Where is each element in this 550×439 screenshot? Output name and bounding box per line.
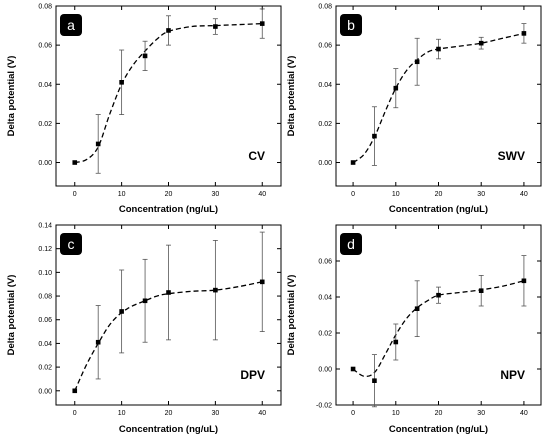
y-tick-label: 0.00	[318, 367, 332, 374]
data-point	[142, 298, 148, 304]
panel-label: d	[347, 236, 355, 252]
x-tick-label: 20	[435, 410, 443, 417]
y-tick-label: 0.06	[38, 317, 52, 324]
x-tick-label: 10	[118, 191, 126, 198]
data-point	[436, 292, 441, 298]
panel-label-badge	[60, 233, 82, 255]
y-tick-label: 0.04	[318, 295, 332, 302]
panel-label: b	[347, 17, 355, 33]
method-label: SWV	[498, 149, 525, 163]
data-point	[142, 53, 148, 59]
data-point	[350, 160, 356, 165]
method-label: CV	[248, 149, 265, 163]
data-point	[350, 366, 356, 372]
x-tick-label: 10	[118, 410, 126, 417]
data-point	[521, 31, 527, 36]
y-axis-label: Delta potential (V)	[286, 275, 297, 356]
data-point	[213, 287, 218, 293]
y-tick-label: 0.00	[318, 160, 332, 167]
x-tick-label: 0	[351, 191, 355, 198]
y-tick-label: 0.04	[38, 82, 52, 89]
x-tick-label: 10	[392, 410, 400, 417]
chart-panel-a: 0 10 20 30 40 0.00 0.02 0.04 0.06 0.08 Concentrati…	[6, 4, 282, 215]
y-tick-label: 0.04	[38, 341, 52, 348]
data-point	[478, 288, 484, 293]
x-tick-label: 20	[435, 191, 443, 198]
x-axis-label: Concentration (ng/uL)	[389, 424, 488, 435]
y-tick-label: 0.00	[38, 160, 52, 167]
y-tick-label: 0.14	[38, 223, 52, 230]
data-point	[166, 28, 171, 33]
x-tick-label: 0	[73, 191, 77, 198]
data-point	[119, 80, 124, 85]
y-tick-label: -0.02	[316, 403, 332, 410]
chart-panel-b: 0 10 20 30 40 0.00 0.02 0.04 0.06 0.08 Concentrati…	[286, 4, 542, 215]
x-tick-label: 30	[477, 410, 485, 417]
x-tick-label: 30	[211, 191, 219, 198]
panel-label-badge	[60, 14, 82, 36]
x-tick-label: 30	[477, 191, 485, 198]
chart-panel-d: 0 10 20 30 40 -0.02 0.00 0.02 0.04 0.06 Concentrat…	[286, 224, 542, 435]
x-tick-label: 40	[258, 410, 266, 417]
method-label: DPV	[240, 368, 265, 382]
y-axis-label: Delta potential (V)	[286, 56, 297, 137]
y-tick-label: 0.08	[318, 4, 332, 11]
data-point	[372, 133, 377, 139]
data-point	[95, 141, 101, 147]
data-point	[436, 46, 441, 52]
data-point	[414, 59, 420, 65]
x-axis-label: Concentration (ng/uL)	[119, 204, 218, 215]
data-point	[259, 21, 265, 26]
y-tick-label: 0.02	[318, 331, 332, 338]
x-tick-label: 0	[73, 410, 77, 417]
y-tick-label: 0.06	[318, 43, 332, 50]
method-label: NPV	[500, 368, 525, 382]
x-tick-label: 10	[392, 191, 400, 198]
x-tick-label: 20	[165, 191, 173, 198]
y-axis-label: Delta potential (V)	[6, 275, 17, 356]
y-tick-label: 0.12	[38, 246, 52, 253]
data-point	[259, 279, 265, 285]
x-tick-label: 0	[351, 410, 355, 417]
panel-label-badge	[340, 14, 362, 36]
panel-label-badge	[340, 233, 362, 255]
data-point	[72, 160, 78, 165]
data-point	[414, 306, 420, 311]
x-tick-label: 40	[258, 191, 266, 198]
y-tick-label: 0.02	[38, 365, 52, 372]
data-point	[521, 278, 527, 284]
data-point	[119, 309, 124, 314]
panel-label: c	[68, 236, 75, 252]
data-point	[372, 378, 377, 383]
x-tick-label: 40	[520, 410, 528, 417]
x-tick-label: 20	[165, 410, 173, 417]
x-tick-label: 30	[211, 410, 219, 417]
y-tick-label: 0.04	[318, 82, 332, 89]
y-tick-label: 0.06	[318, 259, 332, 266]
y-tick-label: 0.02	[38, 121, 52, 128]
panel-label: a	[67, 17, 75, 33]
x-axis-label: Concentration (ng/uL)	[119, 424, 218, 435]
data-point	[166, 290, 171, 295]
y-tick-label: 0.06	[38, 43, 52, 50]
data-point	[478, 40, 484, 46]
data-point	[393, 339, 399, 345]
data-point	[72, 388, 78, 394]
y-tick-label: 0.10	[38, 270, 52, 277]
y-tick-label: 0.08	[38, 294, 52, 301]
x-tick-label: 40	[520, 191, 528, 198]
data-point	[95, 339, 101, 345]
y-tick-label: 0.00	[38, 388, 52, 395]
chart-panel-c: 0 10 20 30 40 0.00 0.02 0.04 0.06 0.08 0.10 0.12 0.1…	[6, 223, 282, 435]
data-point	[393, 85, 399, 91]
data-point	[213, 24, 218, 29]
y-axis-label: Delta potential (V)	[6, 56, 17, 137]
x-axis-label: Concentration (ng/uL)	[389, 204, 488, 215]
y-tick-label: 0.02	[318, 121, 332, 128]
y-tick-label: 0.08	[38, 4, 52, 11]
